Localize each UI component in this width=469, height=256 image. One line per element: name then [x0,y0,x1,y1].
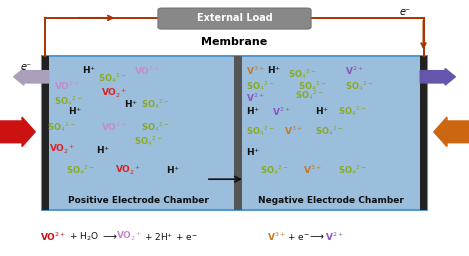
Text: SO$_4$$^{2-}$: SO$_4$$^{2-}$ [246,124,275,137]
Text: V$^{2+}$: V$^{2+}$ [272,105,291,118]
Text: SO$_4$$^{2-}$: SO$_4$$^{2-}$ [141,120,169,134]
Text: VO$^{2+}$: VO$^{2+}$ [101,121,128,133]
Text: V$^{2+}$: V$^{2+}$ [325,231,343,243]
FancyBboxPatch shape [158,8,311,29]
Text: SO$_4$$^{2-}$: SO$_4$$^{2-}$ [246,79,275,93]
Text: VO$^{2+}$: VO$^{2+}$ [54,80,81,92]
Text: V$^{3+}$: V$^{3+}$ [284,124,303,137]
FancyArrow shape [420,69,455,85]
Text: VO$_2$$^{+}$: VO$_2$$^{+}$ [116,230,142,243]
Text: SO$_4$$^{2-}$: SO$_4$$^{2-}$ [134,134,162,148]
Text: External Load: External Load [197,13,272,24]
Text: V$^{3+}$: V$^{3+}$ [267,231,286,243]
Text: VO$^{2+}$: VO$^{2+}$ [134,64,160,77]
Text: SO$_4$$^{2-}$: SO$_4$$^{2-}$ [54,94,83,108]
Text: VO$_2$$^{+}$: VO$_2$$^{+}$ [101,87,127,100]
Text: SO$_4$$^{2-}$: SO$_4$$^{2-}$ [315,124,344,137]
Text: SO$_4$$^{2-}$: SO$_4$$^{2-}$ [345,79,373,93]
FancyArrow shape [0,117,35,146]
Text: Positive Electrode Chamber: Positive Electrode Chamber [68,196,209,206]
Text: H$^{+}$: H$^{+}$ [246,105,260,117]
Text: SO$_4$$^{2-}$: SO$_4$$^{2-}$ [295,88,323,102]
Text: SO$_4$$^{2-}$: SO$_4$$^{2-}$ [338,104,366,118]
Text: H$^{+}$: H$^{+}$ [166,164,181,176]
Text: e⁻: e⁻ [399,6,410,17]
Text: SO$_4$$^{2-}$: SO$_4$$^{2-}$ [288,67,317,81]
FancyArrow shape [434,117,469,146]
Text: H$^{+}$: H$^{+}$ [124,98,138,110]
Bar [42,56,49,210]
Text: ⟶: ⟶ [102,232,116,242]
Bar [420,56,427,210]
Text: SO$_4$$^{2-}$: SO$_4$$^{2-}$ [141,97,169,111]
Text: SO$_4$$^{2-}$: SO$_4$$^{2-}$ [338,163,366,177]
Text: H$^{+}$: H$^{+}$ [267,65,281,76]
Text: e⁻: e⁻ [20,61,31,72]
Text: Membrane: Membrane [201,37,268,47]
Text: H$^{+}$: H$^{+}$ [96,144,110,156]
Text: SO$_4$$^{2-}$: SO$_4$$^{2-}$ [298,79,326,93]
Text: VO$_2$$^{+}$: VO$_2$$^{+}$ [115,164,141,177]
Text: SO$_4$$^{2-}$: SO$_4$$^{2-}$ [260,163,289,177]
Text: H$^{+}$: H$^{+}$ [315,105,329,117]
Text: SO$_4$$^{2-}$: SO$_4$$^{2-}$ [98,71,127,85]
Text: V$^{2+}$: V$^{2+}$ [246,92,265,104]
Text: ⟶: ⟶ [310,232,324,242]
Text: H$^{+}$: H$^{+}$ [246,146,260,158]
FancyArrow shape [14,69,49,85]
Text: + 2H$^{+}$ + e$^{-}$: + 2H$^{+}$ + e$^{-}$ [144,231,198,243]
Text: H$^{+}$: H$^{+}$ [68,105,82,117]
Text: V$^{2+}$: V$^{2+}$ [345,64,363,77]
Text: + e$^{-}$: + e$^{-}$ [287,232,310,242]
Text: + H$_2$O: + H$_2$O [69,231,99,243]
Text: SO$_4$$^{2-}$: SO$_4$$^{2-}$ [47,120,76,134]
FancyBboxPatch shape [42,56,427,210]
Text: Negative Electrode Chamber: Negative Electrode Chamber [257,196,404,206]
Text: V$^{3+}$: V$^{3+}$ [246,64,265,77]
Text: SO$_4$$^{2-}$: SO$_4$$^{2-}$ [66,163,94,177]
Text: V$^{3+}$: V$^{3+}$ [303,164,321,176]
Text: VO$_2$$^{+}$: VO$_2$$^{+}$ [49,143,75,156]
Bar [234,56,242,210]
Text: VO$^{2+}$: VO$^{2+}$ [40,231,67,243]
Text: H$^{+}$: H$^{+}$ [82,65,96,76]
